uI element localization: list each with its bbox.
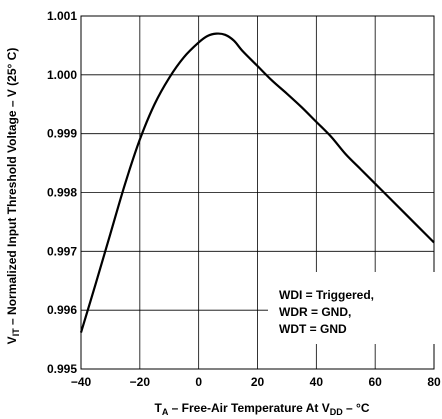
plot-frame	[80, 15, 435, 370]
x-tick-label: −20	[130, 375, 151, 389]
y-tick-label: 0.997	[47, 244, 77, 258]
x-tick-label: 20	[251, 375, 265, 389]
y-tick-label: 0.998	[47, 186, 77, 200]
annotation-line-1: WDI = Triggered,	[279, 288, 374, 302]
x-tick-label: 80	[427, 375, 441, 389]
y-axis-title: VIT – Normalized Input Threshold Voltage…	[5, 48, 21, 345]
annotation-line-3: WDT = GND	[279, 322, 347, 336]
y-tick-label: 0.996	[47, 303, 77, 317]
y-tick-labels: 0.995 0.996 0.997 0.998 0.999 1.000 1.001	[47, 9, 77, 376]
x-tick-labels: −40 −20 0 20 40 60 80	[71, 375, 441, 389]
y-tick-label: 0.999	[47, 127, 77, 141]
x-axis-title: TA – Free-Air Temperature At VDD – °C	[154, 401, 369, 417]
threshold-voltage-curve	[79, 32, 435, 333]
y-tick-label: 1.000	[47, 68, 77, 82]
y-tick-label: 0.995	[47, 362, 77, 376]
y-tick-label: 1.001	[47, 9, 77, 23]
annotation-line-2: WDR = GND,	[279, 305, 351, 319]
x-tick-label: −40	[71, 375, 92, 389]
x-tick-label: 0	[195, 375, 202, 389]
x-tick-label: 60	[368, 375, 382, 389]
x-tick-label: 40	[310, 375, 324, 389]
condition-annotation: WDI = Triggered, WDR = GND, WDT = GND	[268, 272, 438, 344]
